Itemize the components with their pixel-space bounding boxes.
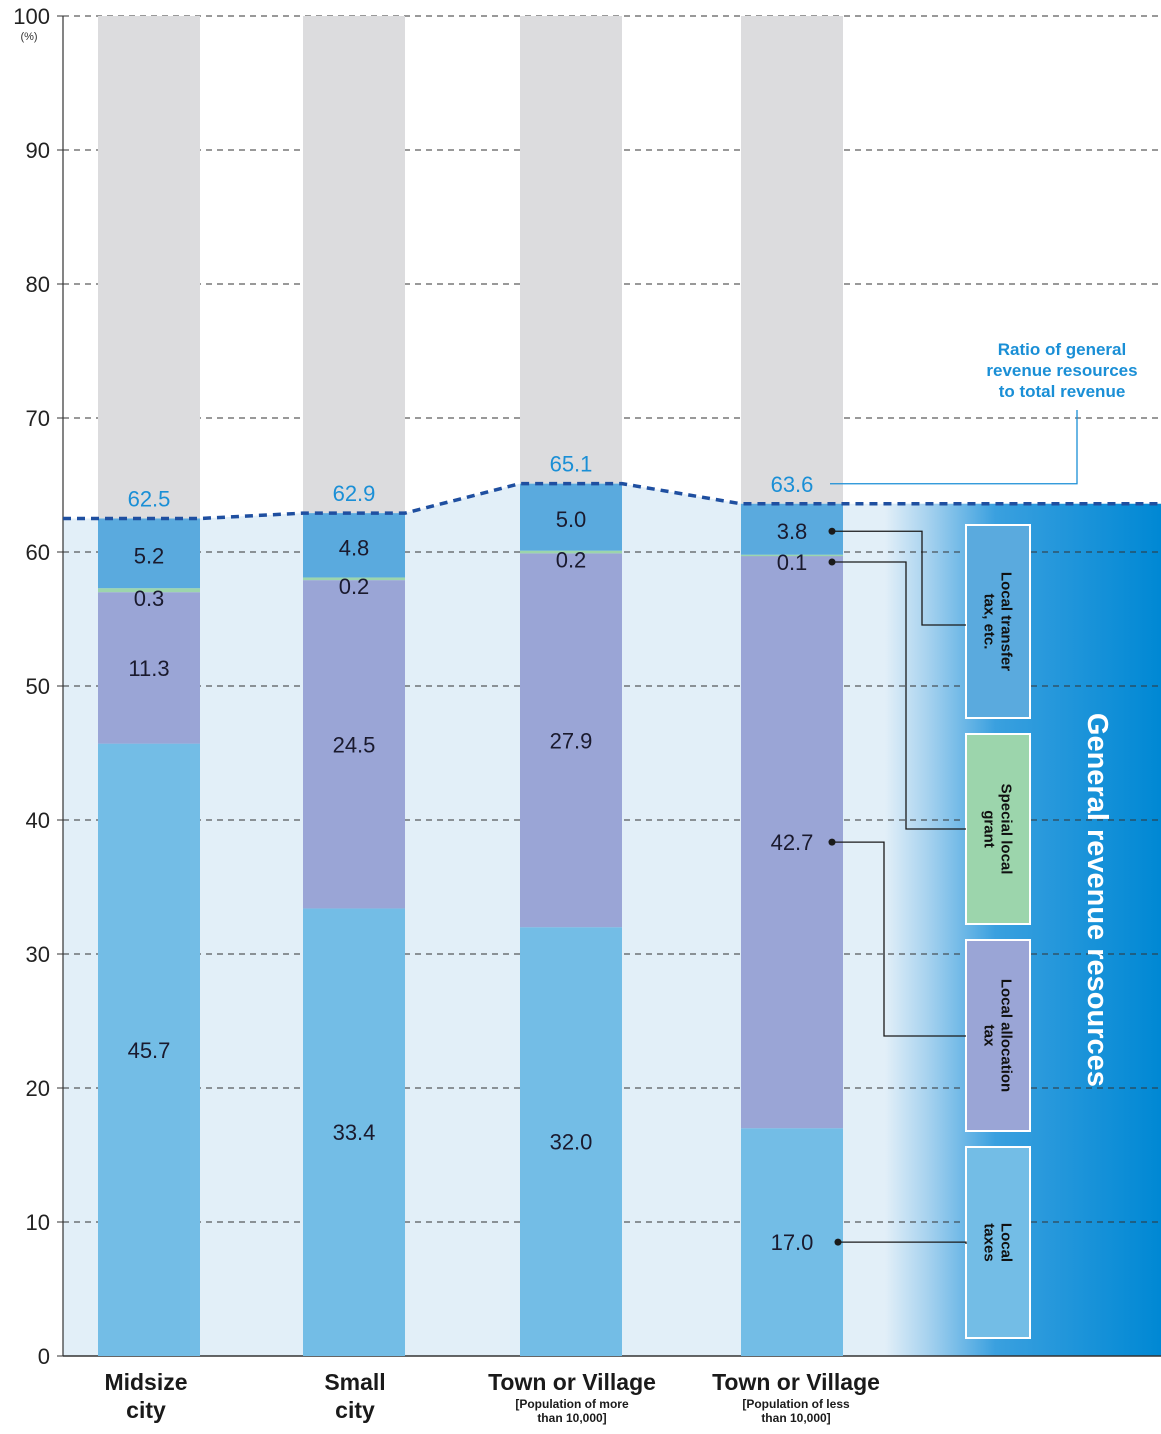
bar-segment (98, 518, 200, 589)
total-value-label: 65.1 (550, 452, 593, 477)
legend-label-line: taxes (981, 1223, 998, 1261)
x-category-label: Town or Village (712, 1369, 880, 1395)
legend-label-line: Local (998, 1223, 1015, 1262)
x-category-sublabel: [Population of less (742, 1397, 850, 1411)
segment-value-label: 0.1 (777, 550, 808, 575)
bar-segment (520, 483, 622, 551)
legend-label-line: Local allocation (998, 979, 1015, 1092)
leader-line (832, 841, 966, 1037)
total-value-label: 62.9 (333, 481, 376, 506)
segment-value-label: 0.2 (339, 574, 370, 599)
x-category-label: city (126, 1397, 166, 1423)
legend-label-line: Local transfer (998, 572, 1015, 671)
segment-value-label: 17.0 (771, 1230, 814, 1255)
bar-segment (303, 513, 405, 578)
legend-box (965, 1146, 1031, 1339)
legend-label-line: tax, etc. (981, 594, 998, 650)
segment-value-label: 24.5 (333, 732, 376, 757)
bar-segment (741, 1128, 843, 1356)
y-tick-label: 60 (26, 540, 50, 565)
y-tick-label: 30 (26, 942, 50, 967)
bar-segment (98, 743, 200, 1356)
bar-segment (520, 553, 622, 928)
y-unit-label: (%) (20, 31, 37, 43)
annotation-text: Ratio of general (998, 340, 1126, 359)
bar-remainder (741, 16, 843, 504)
legend-band-title-group: General revenue resources (1081, 713, 1113, 1087)
legend-box (965, 939, 1031, 1132)
x-category-label: Midsize (104, 1369, 187, 1395)
segment-value-label: 32.0 (550, 1130, 593, 1155)
legend-label-line: tax (981, 1025, 998, 1047)
annotation-leader (830, 410, 1078, 485)
y-tick-label: 0 (38, 1344, 50, 1369)
legend-band-title: General revenue resources (1081, 713, 1113, 1087)
bar-remainder (303, 16, 405, 514)
x-category-sublabel: [Population of more (515, 1397, 629, 1411)
bar-segment (741, 503, 843, 555)
leader-line (838, 1241, 967, 1244)
legend-box (965, 524, 1031, 719)
y-tick-label: 90 (26, 138, 50, 163)
bar-segment (520, 550, 622, 554)
segment-value-label: 27.9 (550, 728, 593, 753)
x-category-label: Small (324, 1369, 385, 1395)
y-tick-label: 20 (26, 1076, 50, 1101)
x-category-sublabel: than 10,000] (537, 1411, 606, 1425)
bar-segment (520, 927, 622, 1356)
y-tick-label: 80 (26, 272, 50, 297)
y-tick-label: 40 (26, 808, 50, 833)
x-category-label: Town or Village (488, 1369, 656, 1395)
annotation-text: revenue resources (986, 361, 1137, 380)
segment-value-label: 0.3 (134, 586, 165, 611)
segment-value-label: 4.8 (339, 535, 370, 560)
legend-label-line: Special local (998, 784, 1015, 875)
bar-segment (741, 554, 843, 557)
segment-value-label: 33.4 (333, 1120, 376, 1145)
segment-value-label: 3.8 (777, 519, 808, 544)
total-value-label: 63.6 (771, 472, 814, 497)
y-tick-label: 50 (26, 674, 50, 699)
bar-remainder (520, 16, 622, 484)
annotation-text: to total revenue (999, 382, 1126, 401)
y-tick-label: 70 (26, 406, 50, 431)
segment-value-label: 5.2 (134, 543, 165, 568)
legend-label-line: grant (981, 810, 998, 848)
bar-remainder (98, 16, 200, 519)
segment-value-label: 42.7 (771, 830, 814, 855)
x-category-sublabel: than 10,000] (761, 1411, 830, 1425)
segment-value-label: 11.3 (128, 656, 169, 681)
x-category-label: city (335, 1397, 375, 1423)
total-value-label: 62.5 (128, 487, 171, 512)
leader-line (832, 530, 966, 626)
y-tick-label: 10 (26, 1210, 50, 1235)
y-tick-label: 100 (13, 4, 50, 29)
bar-segment (98, 592, 200, 744)
segment-value-label: 45.7 (128, 1038, 171, 1063)
bar-segment (303, 908, 405, 1356)
bar-segment (98, 588, 200, 593)
segment-value-label: 0.2 (556, 547, 587, 572)
general-revenue-total-line (63, 481, 1161, 521)
bar-segment (303, 577, 405, 581)
legend-box (965, 733, 1031, 925)
segment-value-label: 5.0 (556, 507, 587, 532)
bar-segment (741, 556, 843, 1129)
leader-line (832, 561, 966, 830)
bar-segment (303, 580, 405, 909)
